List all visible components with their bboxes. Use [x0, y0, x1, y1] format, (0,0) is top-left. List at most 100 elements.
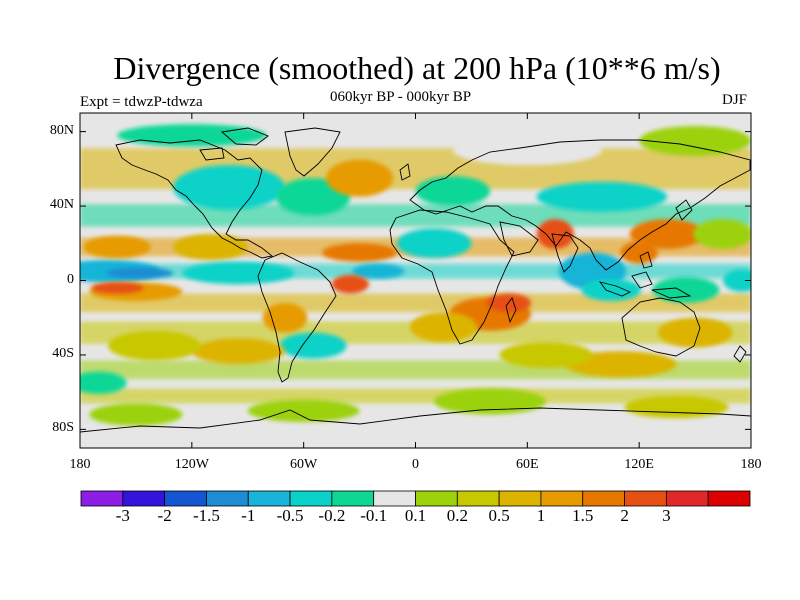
field-patch: [80, 371, 127, 395]
colorbar-label: -2: [157, 506, 172, 525]
field-patch: [331, 274, 369, 294]
coast-africa: [389, 209, 515, 345]
colorbar-label: -3: [115, 506, 130, 525]
field-patch: [581, 278, 642, 301]
coast-antarctica: [80, 407, 751, 433]
lon-tick-label: 180: [69, 457, 91, 472]
season-label: DJF: [722, 92, 748, 108]
field-band: [80, 388, 751, 404]
colorbar-swatch: [331, 490, 375, 507]
lon-tick-label: 60E: [516, 457, 539, 472]
lat-tick-label: 0: [67, 271, 74, 287]
field-patch: [352, 263, 405, 279]
colorbar-swatch: [164, 490, 207, 507]
coast-arabia: [499, 221, 539, 257]
field-patch: [106, 267, 174, 279]
colorbar-label: 3: [662, 506, 671, 525]
field-patch: [173, 233, 248, 261]
coast-new-zealand: [733, 345, 747, 363]
colorbar-swatch: [373, 490, 416, 507]
divergence-field: [80, 124, 751, 426]
colorbar-label: -0.5: [276, 506, 304, 525]
field-patch: [182, 261, 295, 285]
lat-tick-label: 80N: [49, 122, 74, 138]
field-patch: [723, 269, 751, 292]
field-patch: [191, 338, 286, 365]
field-patch: [83, 235, 151, 259]
colorbar-label: -1.5: [192, 506, 220, 525]
colorbar-swatch: [707, 490, 751, 507]
colorbar-swatch: [415, 490, 458, 507]
field-patch: [326, 159, 394, 197]
lon-tick-label: 180: [740, 457, 762, 472]
field-patch: [452, 135, 602, 166]
coast-greenland: [284, 127, 341, 177]
coast-arctic-islands: [199, 127, 269, 161]
colorbar: [80, 490, 751, 507]
colorbar-swatch: [498, 490, 542, 507]
coast-britain: [399, 163, 411, 181]
field-patch: [415, 176, 491, 207]
field-patch: [409, 312, 478, 342]
field-patch: [536, 181, 668, 212]
field-patch: [322, 243, 397, 262]
experiment-label: Expt = tdwzP-tdwza: [80, 94, 203, 110]
field-patch: [629, 219, 705, 249]
field-patch: [91, 282, 144, 294]
colorbar-label: 1: [536, 506, 546, 525]
colorbar-swatch: [456, 490, 500, 507]
colorbar-label: -1: [241, 506, 256, 525]
field-patch: [624, 395, 729, 419]
coast-madagascar: [505, 297, 517, 324]
field-patch: [564, 351, 677, 378]
colorbar-label: 0.5: [488, 506, 510, 525]
chart-subtitle: 060kyr BP - 000kyr BP: [330, 89, 472, 105]
coast-japan: [675, 199, 693, 221]
colorbar-label: -0.1: [360, 506, 388, 525]
axis-ticks: [79, 113, 752, 448]
lon-tick-label: 0: [412, 457, 419, 472]
chart-title: Divergence (smoothed) at 200 hPa (10**6 …: [113, 50, 721, 86]
colorbar-swatch: [247, 490, 291, 507]
field-patch: [652, 276, 720, 303]
field-patch: [434, 388, 546, 415]
field-patch: [620, 241, 658, 264]
colorbar-label: 2: [620, 506, 629, 525]
coast-india: [551, 233, 579, 273]
lat-tick-label: 80S: [52, 420, 74, 436]
colorbar-swatch: [122, 490, 166, 507]
lon-tick-label: 120W: [174, 457, 209, 472]
colorbar-swatch: [80, 490, 124, 507]
lon-tick-label: 120E: [624, 457, 654, 472]
lon-tick-label: 60W: [290, 457, 318, 472]
field-patch: [499, 341, 593, 368]
field-patch: [173, 165, 286, 210]
colorbar-swatch: [624, 490, 667, 507]
colorbar-swatch: [289, 490, 333, 507]
field-patch: [247, 399, 360, 422]
lat-tick-label: 40S: [52, 345, 74, 361]
field-patch: [107, 330, 202, 361]
field-patch: [639, 126, 751, 156]
coast-north-america: [115, 139, 274, 259]
colorbar-swatch: [206, 490, 249, 507]
field-patch: [396, 228, 472, 259]
colorbar-label: 1.5: [572, 506, 594, 525]
field-band: [80, 293, 751, 313]
field-patch: [279, 332, 347, 359]
coast-south-america: [257, 252, 337, 383]
colorbar-label: 0.1: [404, 506, 427, 525]
coast-maritime-continent: [598, 251, 692, 299]
field-patch: [262, 302, 308, 333]
lat-tick-label: 40N: [49, 197, 74, 213]
coastlines: [80, 127, 751, 433]
field-patch: [693, 219, 751, 249]
field-patch: [89, 403, 183, 426]
coast-eurasia: [409, 139, 751, 271]
colorbar-label: -0.2: [318, 506, 346, 525]
colorbar-label: 0.2: [446, 506, 468, 525]
colorbar-swatch: [540, 490, 584, 507]
colorbar-swatch: [582, 490, 625, 507]
field-patch: [657, 317, 733, 348]
